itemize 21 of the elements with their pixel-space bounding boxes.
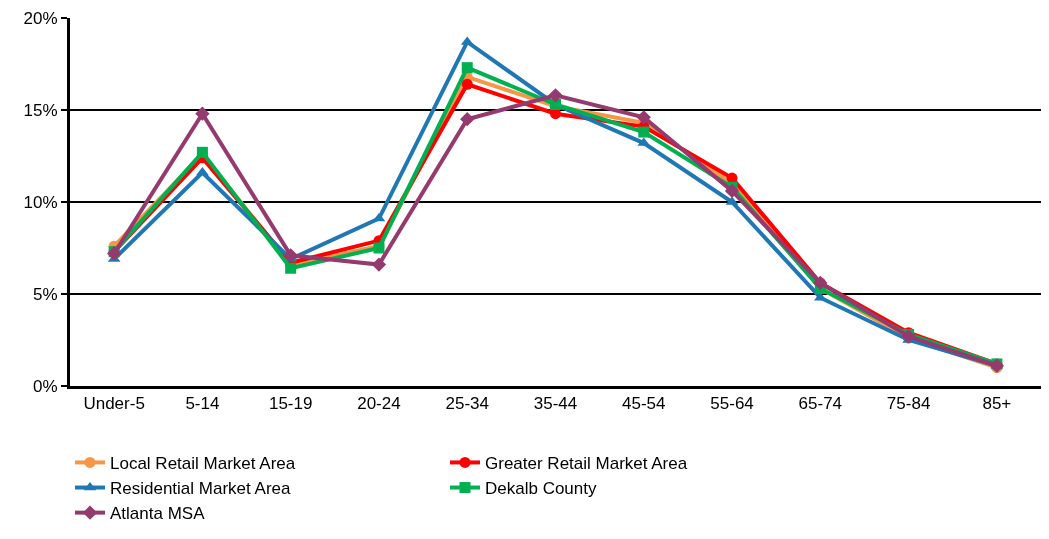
x-tick-label: 75-84 <box>886 394 931 414</box>
x-tick-label: 85+ <box>982 394 1012 414</box>
x-tick-label: 35-44 <box>533 394 578 414</box>
legend-label: Atlanta MSA <box>110 504 206 524</box>
legend-label: Dekalb County <box>485 479 597 499</box>
legend-label: Greater Retail Market Area <box>485 454 688 474</box>
x-tick-label: Under-5 <box>83 394 145 414</box>
x-tick-label: 15-19 <box>268 394 313 414</box>
y-tick-label: 10% <box>23 192 58 212</box>
y-tick-label: 5% <box>33 284 58 304</box>
legend-label: Local Retail Market Area <box>110 454 296 474</box>
legend-label: Residential Market Area <box>110 479 292 499</box>
x-tick-label: 65-74 <box>798 394 843 414</box>
y-tick-label: 20% <box>23 8 58 28</box>
x-tick-label: 45-54 <box>622 394 666 414</box>
x-tick-label: 55-64 <box>710 394 754 414</box>
x-tick-label: 20-24 <box>357 394 401 414</box>
x-tick-label: 25-34 <box>445 394 489 414</box>
y-tick-label: 15% <box>23 100 58 120</box>
x-tick-label: 5-14 <box>185 394 220 414</box>
y-tick-label: 0% <box>33 376 58 396</box>
